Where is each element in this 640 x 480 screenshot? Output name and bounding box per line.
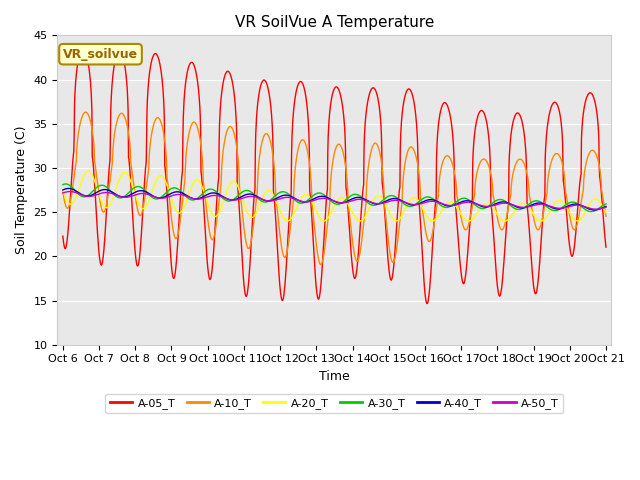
A-20_T xyxy=(84,168,92,174)
A-05_T xyxy=(602,244,610,250)
A-05_T xyxy=(241,288,248,294)
A-30_T xyxy=(490,199,498,205)
A-40_T xyxy=(241,192,248,198)
A-30_T xyxy=(419,196,427,202)
A-05_T xyxy=(538,222,546,228)
A-30_T xyxy=(180,192,188,197)
A-50_T xyxy=(538,201,546,207)
A-40_T xyxy=(490,202,498,207)
Title: VR SoilVue A Temperature: VR SoilVue A Temperature xyxy=(235,15,434,30)
A-50_T xyxy=(167,193,175,199)
Line: A-30_T: A-30_T xyxy=(63,184,606,212)
A-40_T xyxy=(591,207,598,213)
A-30_T xyxy=(59,182,67,188)
A-20_T xyxy=(419,206,427,212)
A-10_T xyxy=(180,184,188,190)
A-50_T xyxy=(592,206,600,212)
A-10_T xyxy=(59,189,67,195)
A-20_T xyxy=(538,218,546,224)
A-10_T xyxy=(419,214,427,219)
A-40_T xyxy=(419,199,427,204)
A-10_T xyxy=(241,231,248,237)
A-10_T xyxy=(82,109,90,115)
A-30_T xyxy=(588,209,595,215)
A-30_T xyxy=(602,201,610,207)
A-50_T xyxy=(241,194,248,200)
A-50_T xyxy=(180,192,188,198)
A-10_T xyxy=(167,209,175,215)
A-50_T xyxy=(490,203,498,208)
A-10_T xyxy=(490,198,498,204)
A-40_T xyxy=(65,186,72,192)
A-05_T xyxy=(79,46,86,52)
Line: A-50_T: A-50_T xyxy=(63,192,606,209)
A-05_T xyxy=(423,300,431,306)
A-50_T xyxy=(602,204,610,210)
A-20_T xyxy=(490,206,498,212)
A-20_T xyxy=(573,218,581,224)
A-40_T xyxy=(180,191,188,197)
A-05_T xyxy=(490,242,498,248)
A-05_T xyxy=(59,233,67,239)
A-20_T xyxy=(59,187,67,193)
A-10_T xyxy=(602,214,610,219)
A-40_T xyxy=(538,200,546,206)
A-50_T xyxy=(59,190,67,196)
A-05_T xyxy=(167,255,175,261)
Line: A-10_T: A-10_T xyxy=(63,112,606,264)
Y-axis label: Soil Temperature (C): Soil Temperature (C) xyxy=(15,126,28,254)
A-30_T xyxy=(61,181,69,187)
A-20_T xyxy=(180,204,188,210)
A-50_T xyxy=(66,189,74,194)
A-50_T xyxy=(419,200,427,206)
A-40_T xyxy=(59,187,67,193)
A-30_T xyxy=(538,200,546,205)
A-40_T xyxy=(167,191,175,196)
Line: A-20_T: A-20_T xyxy=(63,171,606,221)
A-05_T xyxy=(180,98,188,104)
A-40_T xyxy=(602,204,610,209)
A-20_T xyxy=(241,203,248,209)
X-axis label: Time: Time xyxy=(319,370,350,383)
A-30_T xyxy=(167,186,175,192)
Legend: A-05_T, A-10_T, A-20_T, A-30_T, A-40_T, A-50_T: A-05_T, A-10_T, A-20_T, A-30_T, A-40_T, … xyxy=(106,394,563,413)
A-05_T xyxy=(419,262,427,267)
A-10_T xyxy=(317,262,324,267)
A-20_T xyxy=(167,194,175,200)
Line: A-05_T: A-05_T xyxy=(63,49,606,303)
Text: VR_soilvue: VR_soilvue xyxy=(63,48,138,60)
A-20_T xyxy=(602,210,610,216)
A-30_T xyxy=(241,188,248,193)
A-10_T xyxy=(538,216,546,222)
Line: A-40_T: A-40_T xyxy=(63,189,606,210)
